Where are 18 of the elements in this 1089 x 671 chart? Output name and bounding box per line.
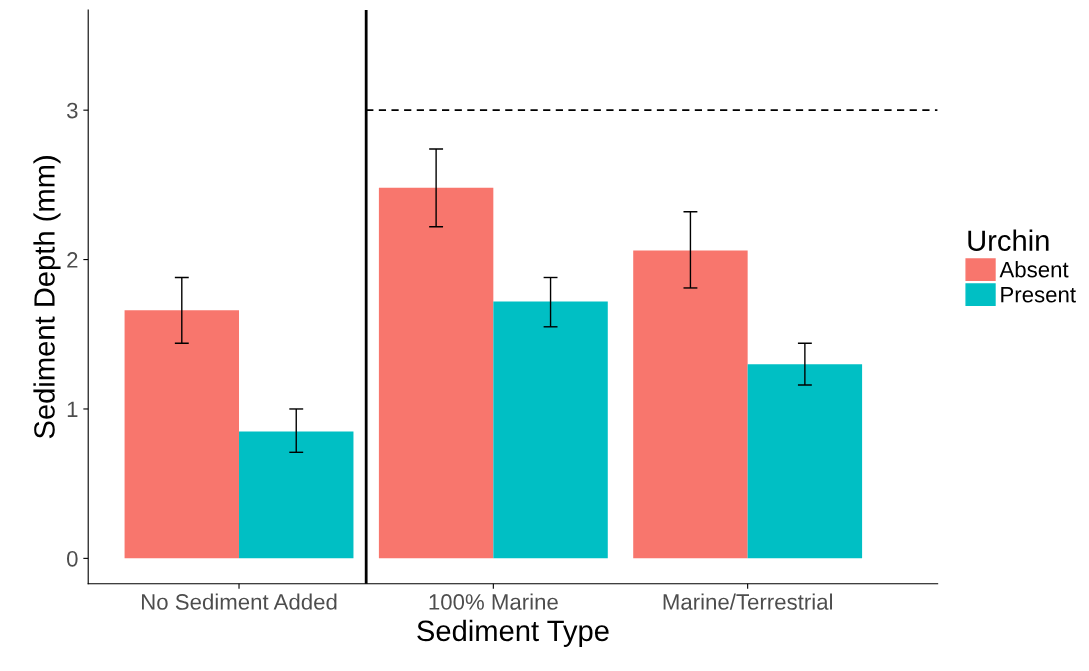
y-tick-label: 1 — [67, 401, 78, 418]
x-axis-title: Sediment Type — [417, 619, 609, 647]
x-tick-label: Marine/Terrestrial — [663, 593, 832, 610]
bar — [378, 187, 494, 559]
y-tick-label: 2 — [67, 252, 78, 268]
legend-label: Absent — [999, 261, 1069, 278]
legend-title: Urchin — [968, 229, 1049, 252]
bar — [124, 310, 240, 559]
bar — [493, 301, 608, 559]
y-axis-title: Sediment Depth (mm) — [33, 156, 61, 439]
x-tick-label: No Sediment Added — [142, 593, 337, 610]
bar — [747, 364, 863, 559]
x-tick-label: 100% Marine — [429, 593, 558, 610]
legend-label: Present — [1001, 286, 1076, 303]
bar — [633, 250, 748, 559]
y-tick-label: 0 — [67, 550, 78, 567]
y-tick-label: 3 — [66, 102, 78, 119]
bar — [239, 431, 354, 559]
